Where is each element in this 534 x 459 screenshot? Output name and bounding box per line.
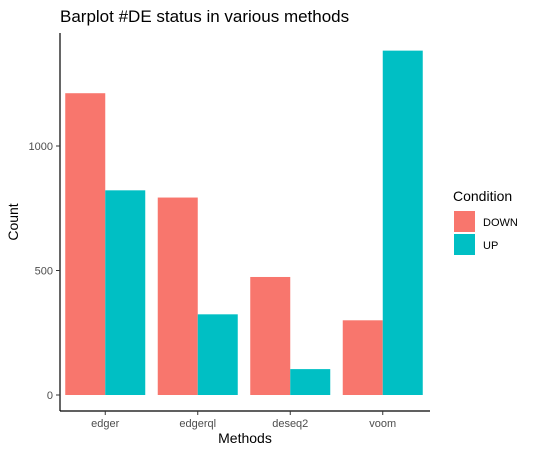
y-tick-label: 0	[47, 390, 53, 402]
legend-swatch-down	[454, 211, 475, 232]
x-tick-label: edgerql	[179, 418, 216, 430]
bar-voom-down	[342, 320, 383, 395]
y-tick-label: 500	[35, 266, 53, 278]
y-axis-ticks: 0 500 1000	[29, 141, 60, 402]
bar-deseq2-down	[250, 276, 291, 395]
x-tick-label: deseq2	[272, 418, 308, 430]
legend-title: Condition	[453, 188, 512, 204]
bar-deseq2-up	[290, 369, 331, 395]
legend-label-down: DOWN	[483, 217, 518, 229]
x-axis-title: Methods	[218, 430, 272, 446]
bar-edger-down	[65, 93, 106, 395]
y-axis-title: Count	[5, 203, 21, 240]
x-axis-ticks: edger edgerql deseq2 voom	[91, 411, 396, 430]
y-tick-label: 1000	[29, 141, 53, 153]
x-tick-label: voom	[369, 418, 396, 430]
bar-voom-up	[382, 50, 423, 396]
legend: Condition DOWN UP	[453, 188, 518, 255]
bar-edgerql-up	[197, 314, 238, 395]
bar-edgerql-down	[157, 197, 198, 395]
chart-title: Barplot #DE status in various methods	[60, 7, 349, 26]
x-tick-label: edger	[91, 418, 119, 430]
bar-edger-up	[105, 190, 146, 395]
legend-swatch-up	[454, 234, 475, 255]
plot-area	[65, 50, 423, 396]
legend-label-up: UP	[483, 240, 498, 252]
